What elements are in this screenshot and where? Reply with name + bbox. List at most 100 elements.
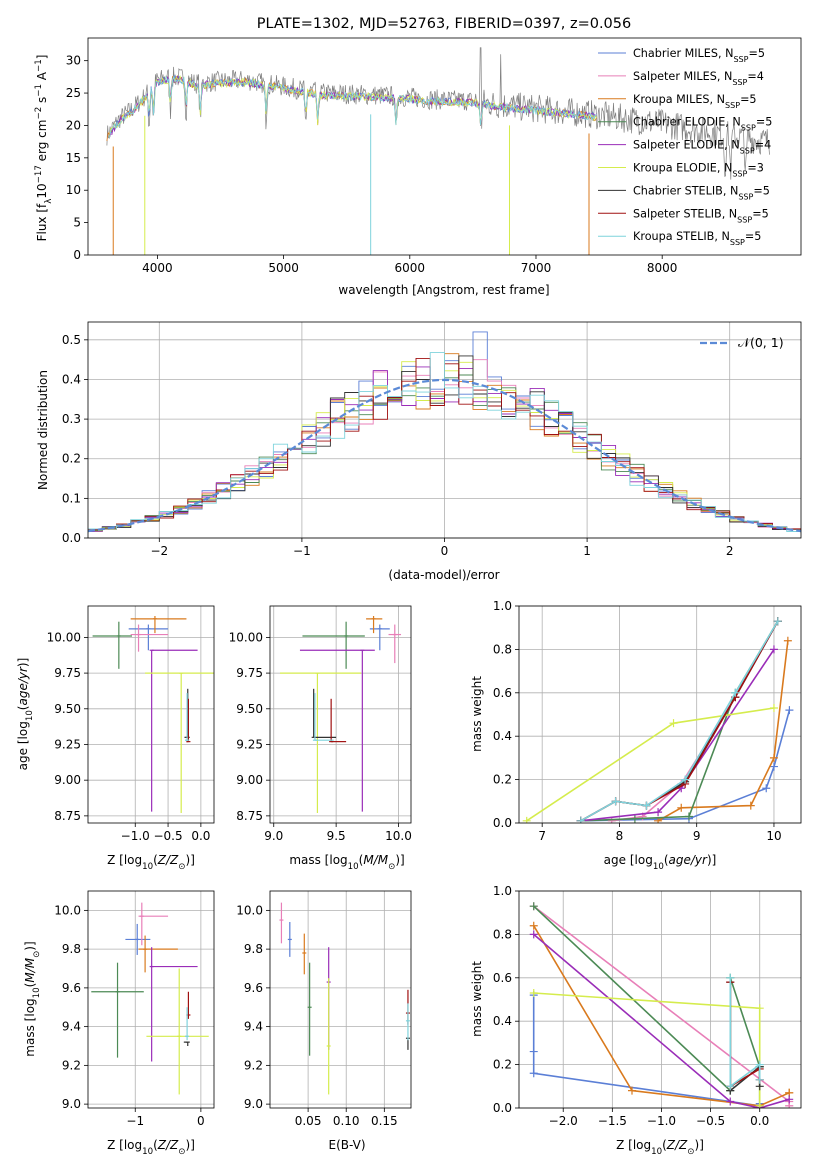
errorbar-point: [149, 649, 198, 812]
legend-label: Chabrier STELIB, NSSP=5: [633, 184, 770, 201]
series-kroupa-elodie: [522, 703, 778, 823]
x-tick-label: 9.5: [327, 829, 346, 843]
x-tick-label: 8: [616, 829, 624, 843]
errorbar-point: [307, 962, 312, 1056]
gaussian-curve: [88, 378, 801, 533]
series-line: [580, 620, 779, 822]
y-tick-label: 0.0: [62, 531, 81, 545]
weight-vs-age-frame: [518, 605, 802, 824]
y-tick-label: 1.0: [493, 884, 512, 898]
series-line: [729, 982, 761, 1093]
legend-label: 𝒩(0, 1): [738, 335, 784, 350]
y-tick-label: 25: [66, 86, 81, 100]
data-point: [654, 808, 663, 817]
x-tick-label: 1: [583, 544, 591, 558]
residuals-plot-area: [88, 331, 801, 534]
y-tick-label: 0.0: [493, 1101, 512, 1115]
x-tick-label: −2.0: [549, 1114, 578, 1128]
weight-vs-age-axes: [515, 605, 801, 827]
y-tick-label: 9.4: [244, 1020, 263, 1034]
age-vs-mass-plot-area: [279, 615, 402, 814]
legend-label: Kroupa ELODIE, NSSP=3: [633, 162, 764, 179]
data-point: [642, 801, 651, 810]
y-tick-label: 9.50: [54, 702, 81, 716]
x-tick-label: −1.0: [647, 1114, 676, 1128]
y-tick-label: 9.00: [236, 773, 263, 787]
data-point: [755, 1075, 764, 1084]
data-point: [522, 816, 531, 823]
mass-vs-Z-frame: [87, 890, 215, 1109]
data-point: [785, 706, 794, 715]
errorbar-point: [312, 693, 334, 741]
x-axis-label: mass [log10(M/M⊙)]: [289, 853, 404, 872]
legend-label: Salpeter ELODIE, NSSP=4: [633, 139, 771, 156]
data-point: [627, 1086, 636, 1095]
data-point: [669, 719, 678, 728]
mass-vs-ebv-plot-area: [279, 902, 410, 1095]
x-tick-label: −2: [150, 544, 168, 558]
y-tick-label: 0.1: [62, 491, 81, 505]
x-tick-label: 4000: [142, 261, 173, 275]
x-tick-label: −1.5: [598, 1114, 627, 1128]
errorbar-point: [183, 1041, 190, 1046]
errorbar-point: [405, 1003, 410, 1041]
legend-label: Kroupa MILES, NSSP=5: [633, 93, 757, 110]
y-tick-label: 0.3: [62, 412, 81, 426]
y-axis-label: mass weight: [470, 961, 484, 1037]
errorbar-point: [186, 698, 191, 743]
y-tick-label: 9.8: [244, 942, 263, 956]
spectrum-plot-area: [106, 47, 770, 255]
errorbar-point: [302, 621, 365, 669]
x-axis-label: E(B-V): [328, 1138, 365, 1152]
y-tick-label: 9.4: [62, 1020, 81, 1034]
y-axis-label: Normed distribution: [36, 370, 50, 490]
data-point: [529, 1047, 538, 1056]
age-vs-mass-axes: [266, 606, 411, 827]
data-point: [769, 753, 778, 762]
y-tick-label: 0.4: [493, 1014, 512, 1028]
y-tick-label: 8.75: [54, 809, 81, 823]
y-tick-label: 0.0: [493, 816, 512, 830]
y-tick-label: 15: [66, 151, 81, 165]
y-tick-label: 9.25: [54, 737, 81, 751]
y-tick-label: 0.4: [493, 729, 512, 743]
y-tick-label: 8.75: [236, 809, 263, 823]
series-line: [580, 709, 791, 822]
mass-vs-ebv-axes: [266, 891, 411, 1112]
weight-vs-Z-plot-area: [529, 902, 794, 1108]
errorbar-point: [138, 935, 178, 973]
spectrum-observed: [106, 47, 770, 180]
data-point: [783, 636, 792, 645]
data-point: [755, 1060, 764, 1069]
x-tick-label: 0.0: [191, 829, 210, 843]
x-tick-label: 7: [538, 829, 546, 843]
y-tick-label: 0.5: [62, 333, 81, 347]
y-tick-label: 9.6: [244, 981, 263, 995]
x-tick-label: 8000: [647, 261, 678, 275]
y-tick-label: 10: [66, 183, 81, 197]
errorbar-point: [299, 649, 375, 812]
y-tick-label: 0.2: [493, 773, 512, 787]
data-point: [529, 988, 538, 997]
y-tick-label: 9.2: [62, 1058, 81, 1072]
data-point: [762, 784, 771, 793]
y-tick-label: 10.0: [54, 903, 81, 917]
errorbar-point: [326, 978, 331, 1095]
y-tick-label: 1.0: [493, 599, 512, 613]
y-tick-label: 0.2: [62, 452, 81, 466]
age-vs-Z-plot-area: [92, 615, 214, 814]
x-tick-label: 7000: [521, 261, 552, 275]
y-tick-label: 0: [73, 248, 81, 262]
y-tick-label: 9.2: [244, 1058, 263, 1072]
y-tick-label: 9.75: [54, 666, 81, 680]
y-tick-label: 9.25: [236, 737, 263, 751]
x-tick-label: 6000: [395, 261, 426, 275]
series-line: [729, 977, 761, 1088]
legend-label: Chabrier MILES, NSSP=5: [633, 47, 765, 64]
data-point: [755, 1101, 764, 1108]
x-tick-label: −1: [293, 544, 311, 558]
data-point: [726, 973, 735, 982]
series-line: [533, 925, 790, 1107]
x-axis-label: Z [log10(Z/Z⊙)]: [107, 853, 195, 872]
